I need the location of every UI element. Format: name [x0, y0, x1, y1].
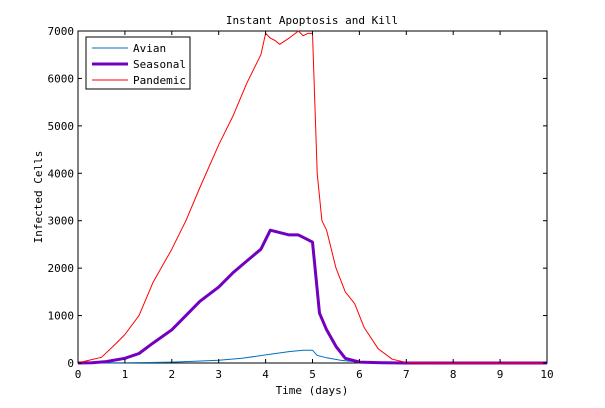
x-tick-label: 10: [540, 368, 553, 381]
x-tick-label: 3: [215, 368, 222, 381]
y-tick-label: 6000: [48, 72, 75, 85]
y-tick-label: 2000: [48, 262, 75, 275]
legend: Avian Seasonal Pandemic: [85, 36, 191, 90]
y-tick-label: 0: [67, 357, 74, 370]
series-layer: [77, 30, 547, 365]
legend-label-avian: Avian: [133, 42, 166, 55]
legend-label-pandemic: Pandemic: [133, 74, 186, 87]
y-tick-label: 3000: [48, 215, 75, 228]
x-tick-label: 7: [403, 368, 410, 381]
legend-label-seasonal: Seasonal: [133, 58, 186, 71]
y-axis-label: Infected Cells: [32, 151, 45, 244]
x-tick-label: 4: [262, 368, 269, 381]
y-axis-ticks: 0 1000 2000 3000 4000 5000 6000 7000: [48, 25, 547, 370]
series-line-seasonal: [77, 228, 547, 365]
chart-title: Instant Apoptosis and Kill: [226, 14, 398, 27]
y-tick-label: 1000: [48, 310, 75, 323]
series-line-pandemic: [77, 30, 547, 364]
x-tick-label: 0: [75, 368, 82, 381]
x-tick-label: 1: [122, 368, 129, 381]
y-tick-label: 4000: [48, 167, 75, 180]
x-tick-label: 2: [168, 368, 175, 381]
y-tick-label: 5000: [48, 120, 75, 133]
x-tick-label: 9: [497, 368, 504, 381]
x-axis-ticks: 0 1 2 3 4 5 6 7 8 9 10: [75, 31, 554, 381]
x-axis-label: Time (days): [276, 384, 349, 397]
x-tick-label: 8: [450, 368, 457, 381]
y-tick-label: 7000: [48, 25, 75, 38]
x-tick-label: 6: [356, 368, 363, 381]
x-tick-label: 5: [309, 368, 316, 381]
